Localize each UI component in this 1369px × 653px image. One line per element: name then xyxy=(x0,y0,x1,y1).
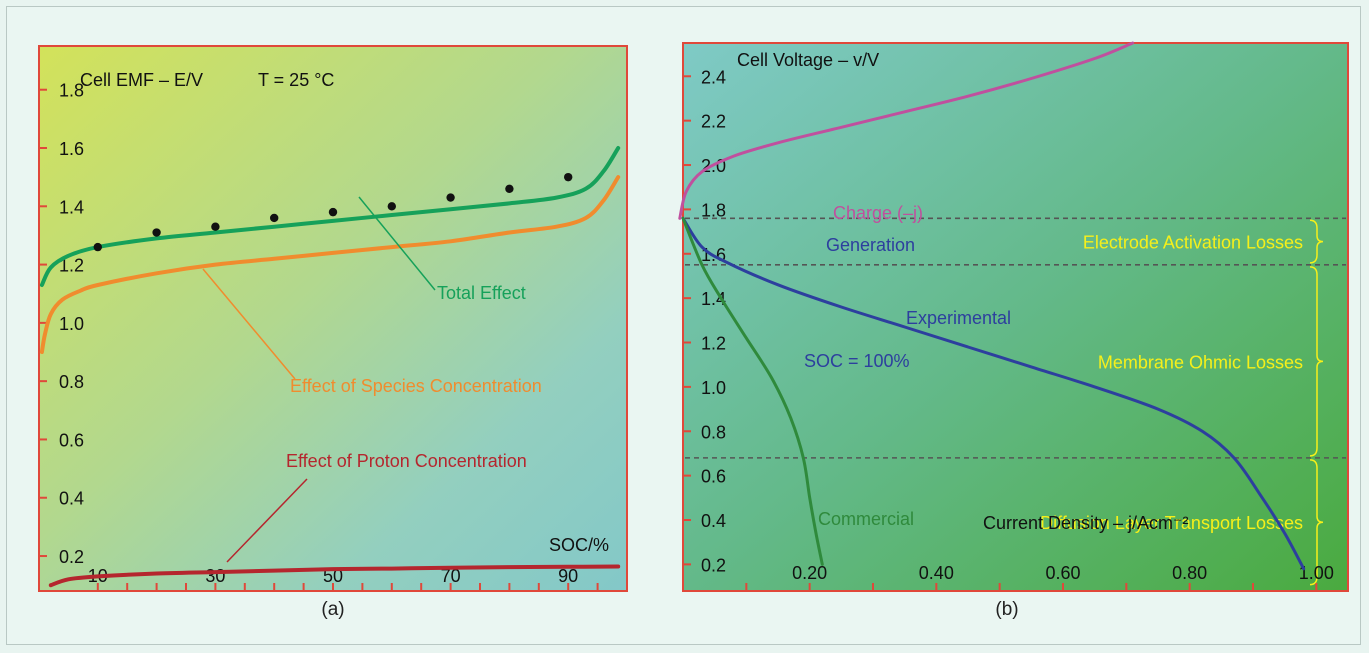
generation-label: Generation xyxy=(826,235,915,255)
charge-j-curve xyxy=(678,41,1135,220)
panel-b-caption: (b) xyxy=(995,599,1018,620)
panel-a-y-tick-label: 0.6 xyxy=(59,430,84,450)
effect-of-species-concentration-line xyxy=(39,175,621,354)
soc-label: SOC = 100% xyxy=(804,351,910,371)
loss-region-label: Membrane Ohmic Losses xyxy=(1098,352,1303,372)
panel-a-data-point xyxy=(446,193,455,202)
panel-b-y-tick-label: 0.8 xyxy=(701,422,726,442)
panel-b-y-tick-label: 2.4 xyxy=(701,67,726,87)
panel-a-ylabel: Cell EMF – E/V xyxy=(80,70,203,90)
panel-b-ylabel: Cell Voltage – v/V xyxy=(737,50,879,70)
panel-b-loss-regions: Electrode Activation Losses Membrane Ohmi… xyxy=(685,217,1346,586)
panel-b: Electrode Activation Losses Membrane Ohmi… xyxy=(678,41,1349,620)
loss-region-brace xyxy=(1309,219,1324,264)
effect-of-proton-concentration-line xyxy=(48,564,621,588)
panel-a-y-tick-label: 0.8 xyxy=(59,372,84,392)
panel-b-y-tick-label: 2.2 xyxy=(701,112,726,132)
total-effect-line xyxy=(39,146,621,287)
panel-a-x-tick-label: 30 xyxy=(205,566,225,586)
panel-b-y-tick-label: 0.6 xyxy=(701,467,726,487)
commercial-label: Commercial xyxy=(818,509,914,529)
panel-b-y-tick-label: 1.2 xyxy=(701,334,726,354)
panel-b-y-tick-label: 1.8 xyxy=(701,200,726,220)
panel-a-y-tick-label: 0.2 xyxy=(59,547,84,567)
panel-a-condition: T = 25 °C xyxy=(258,70,334,90)
panel-b-lines xyxy=(678,41,1306,571)
figure: 0.2 0.4 0.6 0.8 1.0 1.2 1.4 1.6 1.8 10 30 50 70 90 Ce… xyxy=(6,6,1361,645)
panel-b-xlabel: Current Density – j/Acm⁻² xyxy=(983,513,1189,533)
panel-a-x-tick-label: 70 xyxy=(441,566,461,586)
panel-b-x-tick-label: 0.80 xyxy=(1172,563,1207,583)
panel-a-y-tick-label: 0.4 xyxy=(59,489,84,509)
panel-a-data-point xyxy=(387,202,396,211)
loss-region-label: Electrode Activation Losses xyxy=(1083,233,1303,253)
proton-concentration-label: Effect of Proton Concentration xyxy=(286,451,527,471)
experimental-label: Experimental xyxy=(906,308,1011,328)
panel-b-plot-area xyxy=(682,42,1349,592)
panel-a-lines xyxy=(39,146,621,588)
loss-region-label: Diffusion Layer Transport Losses xyxy=(1040,513,1303,533)
panel-b-ticks: 0.20.40.60.81.01.21.41.61.82.02.22.40.20… xyxy=(683,67,1334,591)
panel-b-y-tick-label: 1.0 xyxy=(701,378,726,398)
panel-a-y-tick-label: 1.0 xyxy=(59,314,84,334)
panel-a-data-point xyxy=(505,184,514,194)
panel-a-x-tick-label: 90 xyxy=(558,566,578,586)
panel-a-points xyxy=(93,172,573,252)
panel-b-x-tick-label: 1.00 xyxy=(1299,563,1334,583)
loss-region-brace xyxy=(1309,266,1324,457)
panel-a-y-tick-label: 1.6 xyxy=(59,139,84,159)
figure-svg: 0.20.40.60.81.01.21.41.61.810 30 50 70 90 Ce… xyxy=(38,41,1349,620)
panel-b-x-tick-label: 0.60 xyxy=(1045,563,1080,583)
panel-a-y-tick-label: 1.4 xyxy=(59,197,84,217)
panel-b-y-tick-label: 0.2 xyxy=(701,555,726,575)
proton-concentration-leader xyxy=(226,478,308,563)
panel-a-data-point xyxy=(564,172,573,182)
panel-a-data-point xyxy=(328,207,338,217)
loss-region-brace xyxy=(1309,459,1324,586)
panel-a-data-point xyxy=(152,228,161,237)
total-effect-label: Total Effect xyxy=(437,283,526,303)
commercial-curve xyxy=(681,216,824,566)
panel-a: 0.20.40.60.81.01.21.41.61.810 30 50 70 90 Ce… xyxy=(38,45,628,620)
species-concentration-label: Effect of Species Concentration xyxy=(290,376,542,396)
panel-a-ticks: 0.20.40.60.81.01.21.41.61.810 30 50 70 90 xyxy=(39,81,599,591)
experimental-curve xyxy=(681,216,1306,571)
panel-b-y-tick-label: 0.4 xyxy=(701,511,726,531)
panel-a-y-tick-label: 1.2 xyxy=(59,256,84,276)
panel-a-data-point xyxy=(270,213,279,223)
panel-a-y-tick-label: 1.8 xyxy=(59,81,84,101)
panel-a-caption: (a) xyxy=(321,599,344,620)
panel-a-xlabel: SOC/% xyxy=(549,535,609,555)
charge-label: Charge (–j) xyxy=(833,203,923,223)
total-effect-leader xyxy=(358,196,436,291)
species-concentration-leader xyxy=(202,268,296,380)
panel-a-data-point xyxy=(93,242,103,252)
panel-b-x-tick-label: 0.40 xyxy=(919,563,954,583)
panel-a-plot-area xyxy=(38,45,628,592)
panel-a-data-point xyxy=(211,222,220,231)
panel-b-x-tick-label: 0.20 xyxy=(792,563,827,583)
